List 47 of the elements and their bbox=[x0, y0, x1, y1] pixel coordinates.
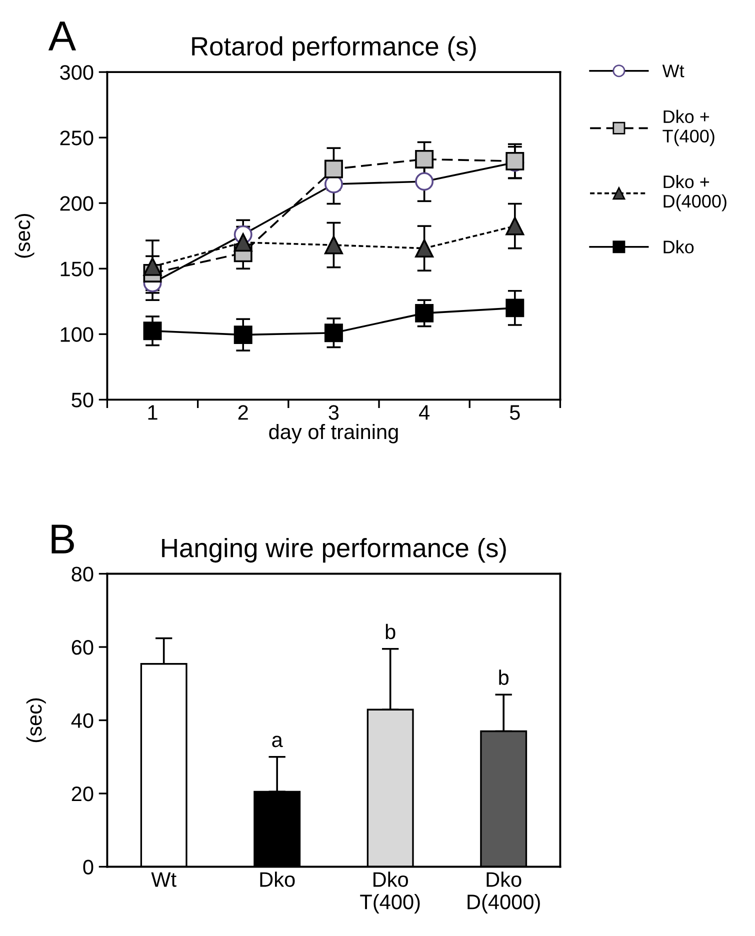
x-tick-label: 3 bbox=[328, 405, 339, 420]
legend-label: Dko bbox=[664, 240, 694, 254]
point bbox=[324, 160, 343, 178]
legend-label: Dko + D(4000) bbox=[664, 174, 726, 212]
y-tick-label: 150 bbox=[60, 262, 94, 276]
chart-title: Hanging wire performance (s) bbox=[162, 538, 506, 563]
y-tick-label: 40 bbox=[71, 713, 94, 728]
x-tick-label: Wt bbox=[151, 872, 176, 887]
annotation: b bbox=[386, 624, 396, 640]
x-tick-label: 4 bbox=[418, 405, 430, 420]
point bbox=[234, 326, 252, 344]
point bbox=[415, 304, 434, 322]
x-tick-label: 1 bbox=[148, 405, 158, 420]
point bbox=[415, 239, 434, 258]
point bbox=[143, 257, 162, 276]
x-tick-label: Dko T(400) bbox=[360, 872, 420, 914]
y-tick-label: 20 bbox=[72, 786, 94, 802]
y-axis-title: (sec) bbox=[26, 698, 46, 742]
point bbox=[506, 298, 524, 318]
point bbox=[234, 233, 252, 252]
y-tick-label: 100 bbox=[60, 327, 94, 342]
text: B bbox=[52, 524, 74, 554]
y-tick-label: 250 bbox=[60, 130, 94, 146]
point bbox=[324, 324, 343, 342]
x-tick-label: 2 bbox=[238, 405, 248, 420]
y-tick-label: 300 bbox=[60, 65, 94, 80]
annotation: a bbox=[272, 736, 283, 748]
x-tick-label: Dko D(4000) bbox=[468, 872, 540, 914]
y-tick-label: 50 bbox=[72, 392, 94, 408]
x-axis-title: day of training bbox=[269, 424, 398, 444]
chart-title: Rotarod performance (s) bbox=[192, 36, 476, 61]
point bbox=[324, 236, 343, 254]
point bbox=[506, 216, 524, 236]
legend-label: Wt bbox=[662, 64, 684, 78]
annotation: b bbox=[499, 670, 509, 685]
y-axis-title: (sec) bbox=[14, 214, 34, 258]
point bbox=[415, 150, 434, 168]
point bbox=[143, 322, 162, 340]
y-tick-label: 80 bbox=[72, 566, 94, 582]
x-tick-label: 5 bbox=[510, 405, 520, 420]
y-tick-label: 200 bbox=[60, 196, 94, 211]
x-tick-label: Dko bbox=[260, 872, 295, 887]
text: A bbox=[48, 22, 76, 50]
y-tick-label: 60 bbox=[72, 640, 94, 655]
y-tick-label: 0 bbox=[83, 860, 94, 874]
legend-label: Dko + T(400) bbox=[662, 110, 714, 146]
point bbox=[415, 172, 434, 191]
